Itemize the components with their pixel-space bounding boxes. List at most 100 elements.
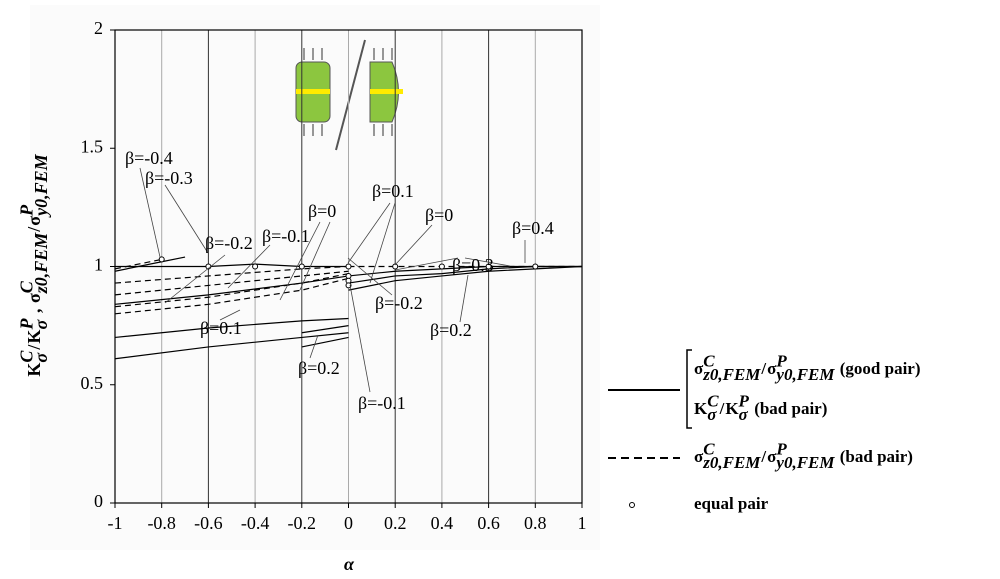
label-text: σ: [694, 359, 704, 378]
legend-bracket: [686, 349, 692, 429]
series-line: [114, 317, 349, 339]
series-line: [114, 273, 349, 308]
label-sub: z0,FEM: [702, 365, 761, 384]
annotation: β=-0.1: [358, 393, 406, 413]
x-axis-label: α: [344, 554, 355, 574]
series-line: [114, 270, 349, 296]
annotation-leader: [309, 334, 319, 359]
x-tick-label: 0.2: [384, 513, 407, 533]
label-sub: σ: [707, 405, 717, 424]
annotation-leader: [459, 274, 469, 323]
x-tick-label: -0.6: [194, 513, 223, 533]
annotation: β=0.3: [452, 255, 494, 275]
label-text: K: [24, 363, 44, 377]
annotation: β=0.1: [372, 181, 414, 201]
series-line: [301, 336, 349, 348]
label-sup: P: [17, 204, 37, 217]
legend-marker: [629, 502, 635, 508]
series-line: [114, 277, 349, 315]
y-tick-label: 1.5: [81, 136, 104, 156]
label-text: σ: [694, 447, 704, 466]
label-text: /: [760, 359, 766, 378]
annotation: β=-0.4: [125, 148, 173, 168]
series-line: [114, 332, 349, 360]
annotation-leader: [347, 202, 391, 264]
label-text: K: [694, 399, 708, 418]
label-text: σ: [767, 447, 777, 466]
annotation-leader: [349, 284, 371, 393]
label-sup: C: [17, 280, 37, 293]
equal-pair-marker: [158, 256, 165, 263]
label-text: (bad pair): [750, 399, 827, 418]
y-tick-label: 1: [94, 255, 103, 275]
x-tick-label: -0.2: [288, 513, 317, 533]
annotation-leader: [394, 224, 433, 266]
annotation: β=-0.1: [262, 226, 310, 246]
equal-pair-marker: [438, 263, 445, 270]
label-text: (bad pair): [836, 447, 913, 466]
label-sub: z0,FEM: [31, 232, 51, 295]
x-tick-label: 1: [578, 513, 587, 533]
label-text: /: [24, 344, 44, 351]
equal-pair-marker: [252, 263, 259, 270]
series-line: [114, 258, 162, 270]
label-sub: z0,FEM: [702, 453, 761, 472]
annotation-leader: [369, 202, 396, 284]
series-line: [348, 265, 583, 291]
x-tick-label: -0.4: [241, 513, 270, 533]
label-text: (good pair): [836, 359, 921, 378]
annotation-leader: [299, 221, 331, 291]
label-sup: P: [738, 392, 750, 411]
series-line: [114, 275, 349, 305]
legend: σ Cz0,FEM / σ Py0,FEM (good pair)K Cσ / K Pσ (ba…: [608, 349, 921, 513]
label-text: /: [719, 399, 725, 418]
label-text: /: [760, 447, 766, 466]
annotation: β=0.4: [512, 218, 554, 238]
annotation: β=0: [308, 201, 336, 221]
label-sub: y0,FEM: [774, 453, 835, 472]
y-tick-label: 0.5: [81, 373, 104, 393]
label-text: /: [24, 226, 44, 233]
label-sub: σ: [31, 352, 51, 363]
annotation-leader: [279, 221, 321, 301]
x-tick-label: 0.6: [477, 513, 500, 533]
y-tick-label: 2: [94, 18, 103, 38]
series-line: [301, 325, 349, 334]
equal-pair-marker: [345, 282, 352, 289]
annotation: β=-0.2: [375, 293, 423, 313]
inset-figure: [295, 39, 403, 151]
annotation: β=0.1: [200, 318, 242, 338]
label-sub: σ: [31, 319, 51, 330]
y-tick-label: 0: [94, 491, 103, 511]
label-sup: P: [775, 352, 787, 371]
equal-pair-marker: [532, 263, 539, 270]
x-tick-label: -0.8: [147, 513, 176, 533]
equal-pair-marker: [345, 263, 352, 270]
annotation-leader: [347, 257, 393, 296]
label-text: σ: [767, 359, 777, 378]
annotation-leader: [464, 257, 511, 267]
annotation: β=0.2: [430, 320, 472, 340]
annotation-leader: [227, 244, 271, 289]
equal-pair-marker: [298, 263, 305, 270]
series-line: [114, 265, 349, 284]
label-sup: P: [775, 440, 787, 459]
x-tick-label: -1: [108, 513, 123, 533]
label-sup: C: [17, 350, 37, 363]
x-tick-label: 0.4: [431, 513, 454, 533]
label-text: σ: [24, 216, 44, 226]
annotation: β=0.2: [298, 358, 340, 378]
annotation: β=0: [425, 205, 453, 225]
annotation-leader: [164, 254, 226, 304]
label-sup: P: [17, 318, 37, 331]
label-sup: C: [707, 392, 719, 411]
label-text: ,: [24, 304, 44, 318]
label-text: equal pair: [694, 494, 769, 513]
equal-pair-marker: [485, 263, 492, 270]
x-tick-label: 0.8: [524, 513, 547, 533]
annotation-leader: [394, 257, 459, 271]
label-sup: C: [703, 440, 715, 459]
label-sub: y0,FEM: [774, 365, 835, 384]
